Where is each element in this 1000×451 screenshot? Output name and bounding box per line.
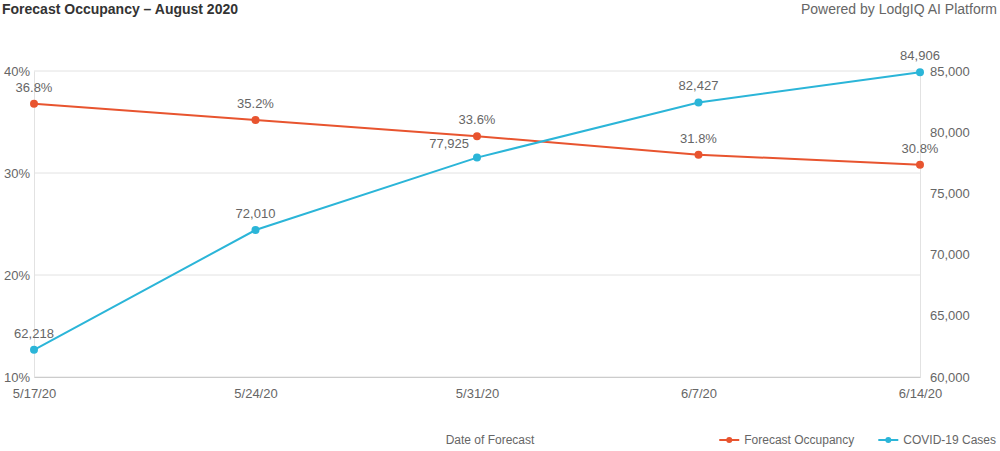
grid-line — [34, 173, 920, 174]
tick: 30% — [4, 166, 34, 181]
axis-line — [920, 72, 921, 378]
tick-label: 80,000 — [930, 125, 970, 140]
tick-label: 85,000 — [930, 64, 970, 79]
subtitle: Powered by LodgIQ AI Platform — [801, 1, 997, 17]
x-axis-title: Date of Forecast — [446, 433, 535, 447]
tick-label: 5/17/20 — [13, 386, 56, 401]
data-labels: 36.8% 35.2% 33.6% 31.8% 30.8% 62,218 72,010 77,… — [14, 48, 940, 341]
tick-label: 5/24/20 — [234, 386, 277, 401]
tick: 6/14/20 — [899, 377, 942, 401]
grid-line — [34, 377, 920, 378]
axis-line — [35, 377, 921, 378]
series-line — [34, 72, 920, 350]
tick: 5/24/20 — [234, 377, 277, 401]
tick: 5/31/20 — [456, 377, 499, 401]
y2-axis: 60,000 65,000 70,000 75,000 80,000 85,000 — [920, 64, 970, 385]
marker — [252, 116, 260, 124]
tick: 20% — [4, 268, 34, 283]
grid — [34, 71, 920, 377]
chart: Forecast Occupancy – August 2020 Powered … — [0, 0, 1000, 451]
data-label: 72,010 — [236, 206, 276, 221]
legend-marker — [885, 437, 891, 443]
marker — [252, 226, 260, 234]
tick: 5/17/20 — [13, 377, 56, 401]
tick-label: 6/7/20 — [681, 386, 717, 401]
marker — [30, 100, 38, 108]
x-axis: 5/17/20 5/24/20 5/31/20 6/7/20 6/14/20 — [13, 377, 942, 401]
series-line — [34, 104, 920, 165]
legend-item: COVID-19 Cases — [878, 433, 996, 447]
data-label: 84,906 — [900, 48, 940, 63]
marker — [473, 154, 481, 162]
data-label: 31.8% — [680, 131, 717, 146]
data-label: 36.8% — [16, 80, 53, 95]
tick-label: 30% — [4, 166, 30, 181]
tick: 70,000 — [920, 247, 970, 262]
legend-item: Forecast Occupancy — [719, 433, 854, 447]
data-label: 62,218 — [14, 326, 54, 341]
marker — [30, 346, 38, 354]
tick-label: 65,000 — [930, 308, 970, 323]
tick: 40% — [4, 64, 34, 79]
tick-label: 75,000 — [930, 186, 970, 201]
tick-label: 6/14/20 — [899, 386, 942, 401]
tick: 75,000 — [920, 186, 970, 201]
tick: 85,000 — [920, 64, 970, 79]
tick-label: 5/31/20 — [456, 386, 499, 401]
tick: 80,000 — [920, 125, 970, 140]
data-label: 30.8% — [902, 141, 939, 156]
grid-line — [34, 275, 920, 276]
tick-label: 40% — [4, 64, 30, 79]
marker — [695, 151, 703, 159]
tick-label: 20% — [4, 268, 30, 283]
tick-label: 60,000 — [930, 370, 970, 385]
legend-label: Forecast Occupancy — [744, 433, 854, 447]
data-label: 35.2% — [237, 96, 274, 111]
legend-marker — [726, 437, 732, 443]
data-label: 82,427 — [679, 78, 719, 93]
legend: Forecast Occupancy COVID-19 Cases — [719, 433, 996, 447]
marker — [473, 132, 481, 140]
grid-line — [34, 71, 920, 72]
tick-label: 70,000 — [930, 247, 970, 262]
tick: 60,000 — [920, 370, 970, 385]
tick: 10% — [4, 370, 34, 385]
marker — [916, 68, 924, 76]
title: Forecast Occupancy – August 2020 — [2, 1, 238, 17]
data-label: 77,925 — [429, 136, 469, 151]
marker — [916, 161, 924, 169]
tick: 6/7/20 — [681, 377, 717, 401]
legend-label: COVID-19 Cases — [903, 433, 996, 447]
tick-label: 10% — [4, 370, 30, 385]
plot-area — [30, 68, 924, 354]
marker — [695, 98, 703, 106]
tick: 65,000 — [920, 308, 970, 323]
data-label: 33.6% — [459, 112, 496, 127]
